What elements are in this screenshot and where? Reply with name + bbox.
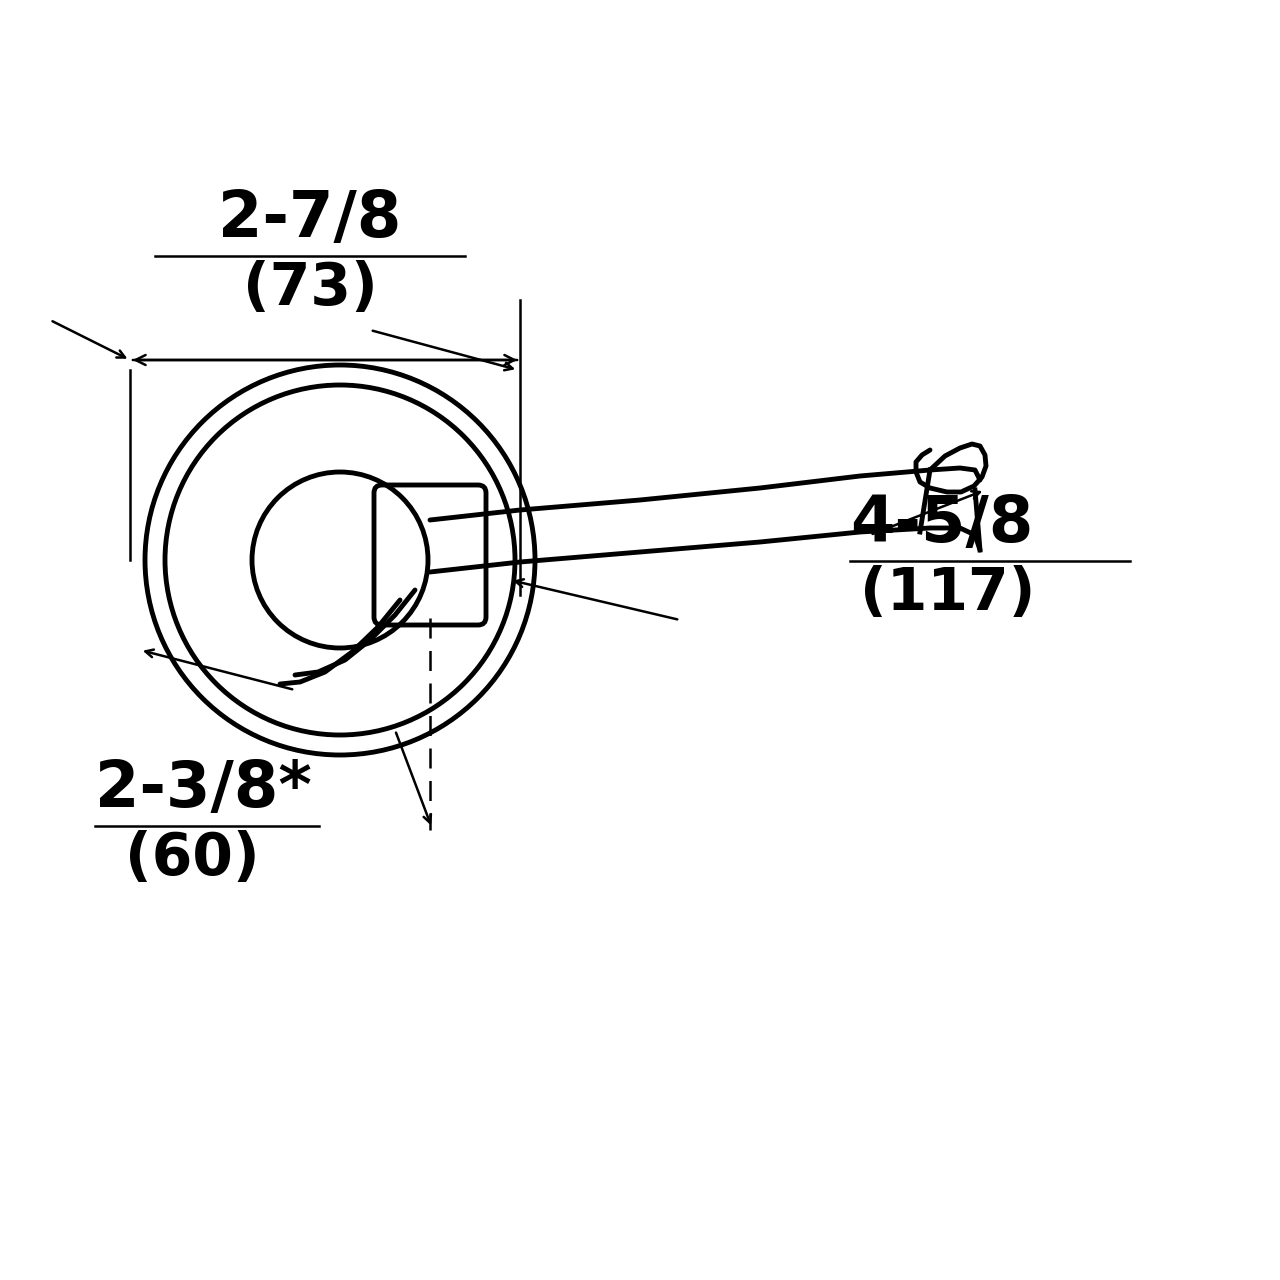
Text: (117): (117)	[860, 564, 1036, 622]
Text: 2-3/8*: 2-3/8*	[95, 758, 312, 820]
Text: 4-5/8: 4-5/8	[850, 493, 1033, 556]
Text: 2-7/8: 2-7/8	[219, 188, 402, 250]
Text: (60): (60)	[125, 829, 260, 887]
Text: (73): (73)	[243, 260, 378, 317]
